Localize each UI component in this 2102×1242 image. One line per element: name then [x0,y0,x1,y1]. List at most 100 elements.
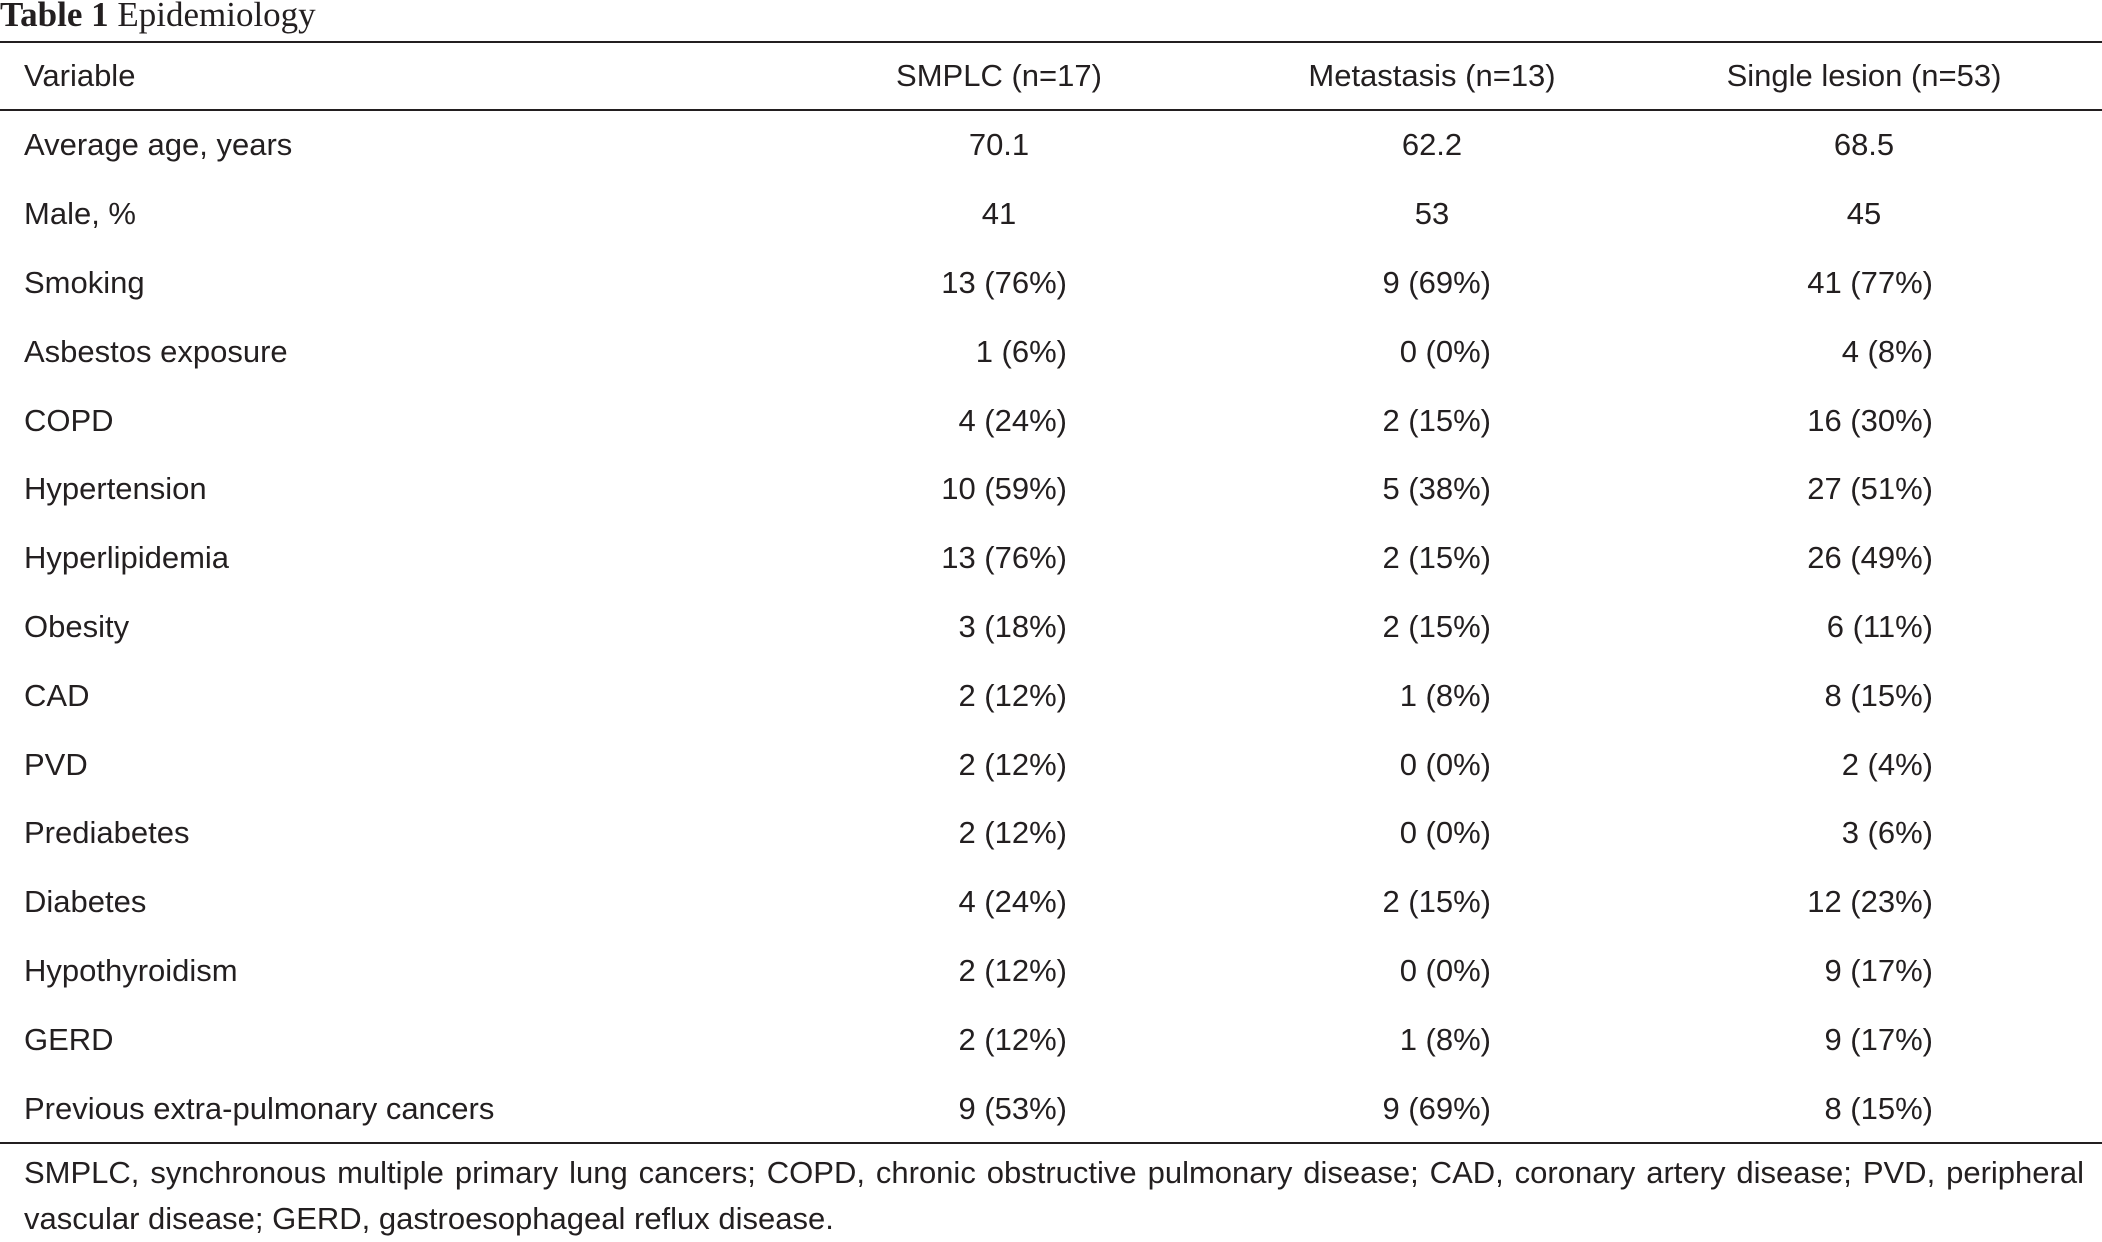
cell-metastasis: 9 (69%) [1382,264,1491,300]
table-row: Asbestos exposure 1 (6%) 0 (0%) 4 (8%) [0,317,2102,386]
cell-smplc-wrap: 2 (12%) [760,661,1238,730]
cell-smplc-container: 13 (76%) [760,265,1238,301]
cell-metastasis: 2 (15%) [1382,402,1491,438]
table-title: Epidemiology [117,0,316,34]
cell-smplc: 2 (12%) [958,815,1067,851]
cell-smplc: 4 (24%) [958,402,1067,438]
cell-variable: Male, % [24,196,136,232]
cell-smplc-wrap: 4 (24%) [760,868,1238,937]
cell-metastasis-wrap: 0 (0%) [1238,730,1626,799]
cell-single-lesion-container: 41 (77%) [1626,265,2102,301]
cell-metastasis-wrap: 0 (0%) [1238,799,1626,868]
cell-single-lesion-wrap: 8 (15%) [1626,661,2102,730]
cell-single-lesion-wrap: 27 (51%) [1626,455,2102,524]
cell-smplc-container: 9 (53%) [760,1091,1238,1127]
cell-metastasis-container: 0 (0%) [1238,747,1626,783]
cell-single-lesion-wrap: 41 (77%) [1626,249,2102,318]
cell-metastasis-container: 0 (0%) [1238,334,1626,370]
cell-metastasis-wrap: 62.2 [1238,111,1626,180]
cell-variable: Prediabetes [24,815,190,851]
cell-smplc-wrap: 10 (59%) [760,455,1238,524]
cell-variable: Asbestos exposure [24,333,288,369]
table-row: COPD 4 (24%) 2 (15%) 16 (30%) [0,386,2102,455]
table-row: Previous extra-pulmonary cancers 9 (53%) 9… [0,1074,2102,1143]
cell-single-lesion-wrap: 4 (8%) [1626,317,2102,386]
cell-single-lesion-container: 27 (51%) [1626,471,2102,507]
cell-smplc-container: 41 [760,196,1238,232]
cell-metastasis: 0 (0%) [1399,333,1491,369]
cell-smplc-wrap: 3 (18%) [760,593,1238,662]
cell-single-lesion: 9 (17%) [1824,952,1933,988]
cell-variable: Obesity [24,608,130,644]
cell-single-lesion-container: 8 (15%) [1626,1091,2102,1127]
cell-variable: COPD [24,402,114,438]
cell-single-lesion-container: 68.5 [1626,127,2102,163]
cell-smplc-wrap: 13 (76%) [760,524,1238,593]
cell-metastasis: 53 [1414,196,1450,232]
cell-smplc-wrap: 70.1 [760,111,1238,180]
cell-metastasis-wrap: 2 (15%) [1238,868,1626,937]
cell-smplc: 2 (12%) [958,677,1067,713]
cell-smplc-container: 70.1 [760,127,1238,163]
table-number: Table 1 [0,0,109,34]
cell-variable: Hyperlipidemia [24,540,230,576]
cell-smplc-container: 13 (76%) [760,540,1238,576]
cell-single-lesion: 12 (23%) [1807,884,1933,920]
cell-single-lesion: 8 (15%) [1824,677,1933,713]
table-row: Prediabetes 2 (12%) 0 (0%) 3 (6%) [0,799,2102,868]
cell-variable: Hypertension [24,471,207,507]
cell-single-lesion: 26 (49%) [1807,540,1933,576]
cell-metastasis-wrap: 0 (0%) [1238,317,1626,386]
cell-smplc-container: 4 (24%) [760,403,1238,439]
cell-single-lesion-container: 6 (11%) [1626,609,2102,645]
cell-single-lesion: 4 (8%) [1841,333,1933,369]
cell-variable: Average age, years [24,127,293,163]
cell-metastasis-container: 2 (15%) [1238,403,1626,439]
cell-smplc: 2 (12%) [958,952,1067,988]
table-row: Average age, years 70.1 62.2 68.5 [0,111,2102,180]
table-row: Hypertension 10 (59%) 5 (38%) 27 (51%) [0,455,2102,524]
cell-smplc-container: 3 (18%) [760,609,1238,645]
cell-metastasis-wrap: 1 (8%) [1238,661,1626,730]
cell-metastasis-container: 2 (15%) [1238,884,1626,920]
cell-smplc: 1 (6%) [975,333,1067,369]
cell-single-lesion-wrap: 16 (30%) [1626,386,2102,455]
cell-smplc: 13 (76%) [941,264,1067,300]
cell-smplc: 13 (76%) [941,540,1067,576]
top-rule [0,41,2102,43]
table-row: GERD 2 (12%) 1 (8%) 9 (17%) [0,1005,2102,1074]
cell-single-lesion-container: 12 (23%) [1626,884,2102,920]
cell-single-lesion-wrap: 2 (4%) [1626,730,2102,799]
table-row: Hypothyroidism 2 (12%) 0 (0%) 9 (17%) [0,937,2102,1006]
header-rule [0,109,2102,111]
table-caption: Table 1 Epidemiology [0,0,316,36]
cell-metastasis-container: 0 (0%) [1238,953,1626,989]
cell-single-lesion-wrap: 6 (11%) [1626,593,2102,662]
header-metastasis: Metastasis (n=13) [1308,58,1556,93]
cell-single-lesion-wrap: 45 [1626,180,2102,249]
cell-single-lesion-wrap: 9 (17%) [1626,937,2102,1006]
cell-smplc: 41 [981,196,1017,232]
cell-single-lesion-wrap: 12 (23%) [1626,868,2102,937]
cell-single-lesion: 2 (4%) [1841,746,1933,782]
cell-metastasis-container: 1 (8%) [1238,1022,1626,1058]
cell-smplc-container: 2 (12%) [760,815,1238,851]
cell-metastasis-wrap: 5 (38%) [1238,455,1626,524]
table-body: Average age, years 70.1 62.2 68.5 Male, % 41 5… [0,111,2102,1143]
cell-smplc-container: 2 (12%) [760,678,1238,714]
cell-single-lesion-wrap: 68.5 [1626,111,2102,180]
cell-smplc: 2 (12%) [958,1021,1067,1057]
cell-metastasis: 2 (15%) [1382,608,1491,644]
cell-metastasis-wrap: 1 (8%) [1238,1005,1626,1074]
cell-metastasis: 5 (38%) [1382,471,1491,507]
cell-variable: Diabetes [24,884,147,920]
cell-variable: Previous extra-pulmonary cancers [24,1090,495,1126]
cell-metastasis-container: 2 (15%) [1238,609,1626,645]
cell-smplc-wrap: 9 (53%) [760,1074,1238,1143]
cell-smplc-container: 10 (59%) [760,471,1238,507]
cell-metastasis: 9 (69%) [1382,1090,1491,1126]
cell-metastasis-wrap: 2 (15%) [1238,524,1626,593]
cell-single-lesion: 27 (51%) [1807,471,1933,507]
cell-single-lesion: 8 (15%) [1824,1090,1933,1126]
cell-metastasis: 62.2 [1401,127,1463,163]
